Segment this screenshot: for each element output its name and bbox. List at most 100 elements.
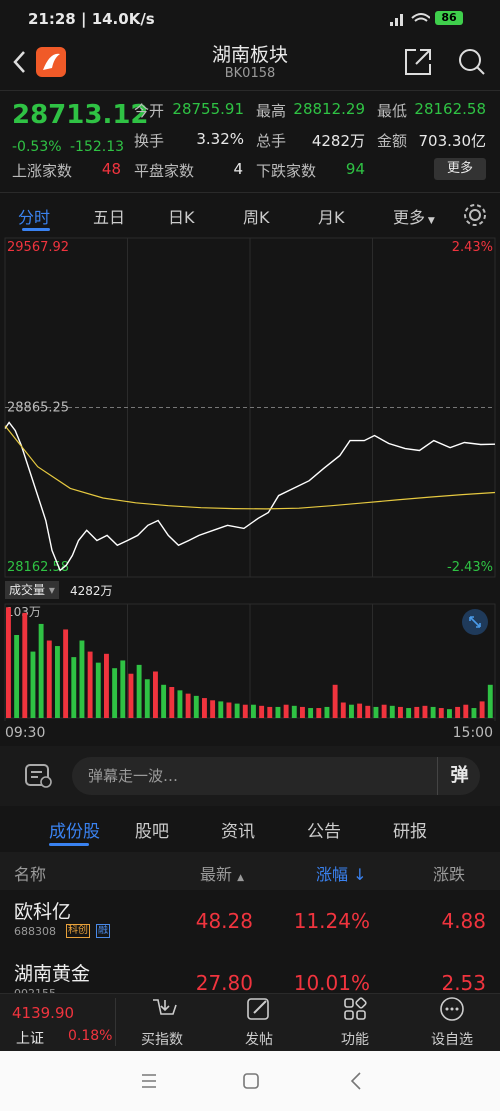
volume-bar xyxy=(398,706,403,718)
stock-name[interactable]: 欧科亿 xyxy=(14,901,72,923)
bottom-bar xyxy=(0,993,500,1052)
change: -152.13 xyxy=(70,139,125,155)
bottom-item[interactable]: 设自选 xyxy=(431,1032,473,1048)
field-label: 最高 xyxy=(256,102,287,120)
index-pct: 0.18% xyxy=(68,1028,113,1044)
change-pct: -0.53% xyxy=(12,139,62,155)
nav-home[interactable] xyxy=(243,1073,259,1089)
volume-bar xyxy=(14,634,20,718)
volume-name: 成交量 xyxy=(9,583,46,597)
volume-bar xyxy=(242,704,248,718)
field-label: 换手 xyxy=(134,132,165,150)
header-pct[interactable]: 涨幅 ↓ xyxy=(316,865,367,884)
back-button[interactable] xyxy=(13,51,25,73)
chart-tab[interactable]: 日K xyxy=(168,208,195,227)
volume-bar xyxy=(185,693,191,718)
volume-bar xyxy=(87,651,93,718)
field-value: 28755.91 xyxy=(172,100,244,118)
table-header-bg xyxy=(0,852,500,890)
nav-back[interactable] xyxy=(350,1072,361,1090)
tab-indicator xyxy=(22,228,50,231)
search-button[interactable] xyxy=(459,49,481,71)
volume-bar xyxy=(169,687,175,718)
volume-bar xyxy=(144,679,150,718)
field-value: 3.32% xyxy=(196,130,244,148)
status-icons xyxy=(390,13,430,26)
field-label: 最低 xyxy=(377,102,408,120)
volume-bar xyxy=(283,704,289,718)
chart-tab[interactable]: 更多 ▼ xyxy=(393,208,435,227)
nav-icons xyxy=(142,1072,361,1090)
volume-bar xyxy=(46,640,52,718)
tab-indicator xyxy=(49,843,89,846)
nav-menu[interactable] xyxy=(142,1074,156,1088)
volume-bar xyxy=(38,623,44,718)
stock-name[interactable]: 湖南黄金 xyxy=(14,963,91,985)
title: 湖南板块 xyxy=(211,44,288,66)
volume-bar xyxy=(447,709,452,718)
volume-bar xyxy=(63,629,69,718)
stock-chg: 4.88 xyxy=(441,909,486,933)
volume-bar xyxy=(218,701,224,718)
battery: 86 xyxy=(435,11,463,25)
header-latest[interactable]: 最新 ▲ xyxy=(200,865,245,884)
more-button[interactable]: 更多 xyxy=(434,158,486,180)
average-line xyxy=(4,425,496,510)
volume-bar xyxy=(463,704,469,718)
share-button[interactable] xyxy=(405,49,431,75)
volume-bar xyxy=(373,706,379,718)
volume-bar xyxy=(128,673,134,718)
volume-bar xyxy=(210,700,216,718)
field-label: 上涨家数 xyxy=(12,162,73,180)
list-tab[interactable]: 资讯 xyxy=(221,822,255,842)
volume-bar xyxy=(177,690,183,718)
bottom-item[interactable]: 功能 xyxy=(341,1032,369,1048)
x-tick-label: 15:00 xyxy=(453,725,493,741)
volume-bar xyxy=(479,701,485,718)
list-tab[interactable]: 成份股 xyxy=(49,822,100,842)
chart-tab[interactable]: 月K xyxy=(318,208,345,227)
volume-bar xyxy=(324,706,330,718)
volume-bar xyxy=(193,695,199,718)
header-name: 名称 xyxy=(14,865,47,884)
chart-tab[interactable]: 周K xyxy=(243,208,270,227)
volume-bar xyxy=(422,705,428,718)
net-speed: 14.0K/s xyxy=(91,10,155,28)
volume-bar xyxy=(153,671,158,718)
volume-bar xyxy=(365,705,371,718)
y-tick-label: 28865.25 xyxy=(7,401,69,416)
volume-value: 4282万 xyxy=(70,584,113,598)
fullscreen-button[interactable] xyxy=(462,609,488,635)
bottom-item[interactable]: 发帖 xyxy=(245,1032,273,1048)
volume-bar xyxy=(120,660,126,718)
list-tab[interactable]: 研报 xyxy=(393,822,427,842)
field-label: 金额 xyxy=(377,132,408,150)
header-pct-text: 涨幅 xyxy=(316,865,349,884)
volume-selector[interactable]: 成交量 ▾ xyxy=(5,581,59,599)
volume-bar xyxy=(95,662,101,718)
chart-tab[interactable]: 五日 xyxy=(93,208,126,227)
volume-bar xyxy=(300,706,305,718)
danmaku-send[interactable]: 弹 xyxy=(437,757,481,795)
danmaku-input[interactable]: 弹幕走一波… xyxy=(72,757,480,795)
code: BK0158 xyxy=(224,66,276,81)
volume-bar xyxy=(226,702,232,718)
list-tab[interactable]: 股吧 xyxy=(135,822,169,842)
danmaku-toggle[interactable] xyxy=(24,762,54,790)
stock-latest: 48.28 xyxy=(195,909,253,933)
field-label: 下跌家数 xyxy=(256,162,317,180)
index-value[interactable]: 4139.90 xyxy=(12,1004,75,1022)
price-line xyxy=(4,421,496,572)
bottom-item[interactable]: 买指数 xyxy=(141,1032,183,1048)
stock-pct: 10.01% xyxy=(293,971,370,995)
field-value: 4282万 xyxy=(311,132,365,150)
volume-bar xyxy=(406,708,412,718)
system-nav xyxy=(0,1051,500,1111)
chart-tab[interactable]: 分时 xyxy=(18,208,51,227)
volume-bar xyxy=(291,705,297,718)
chart: 29567.92 28865.25 28162.58 2.43% -2.43% 103万 0… xyxy=(4,237,496,741)
list-tab[interactable]: 公告 xyxy=(307,822,341,842)
y2-tick-label: 2.43% xyxy=(452,240,493,255)
settings-button[interactable] xyxy=(462,202,488,228)
volume-bar xyxy=(332,684,338,718)
